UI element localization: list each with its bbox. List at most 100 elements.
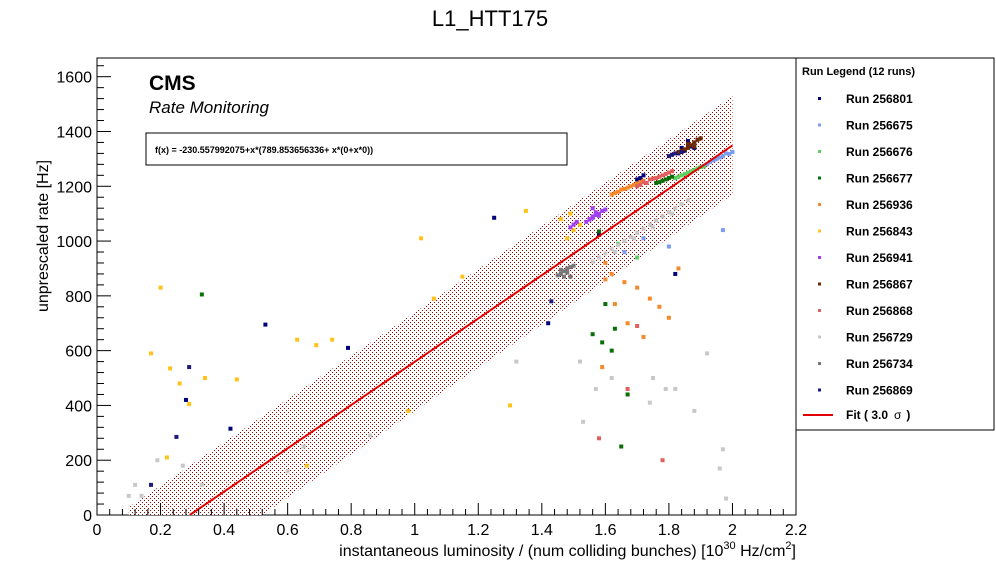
data-point	[597, 211, 602, 216]
data-point	[126, 493, 131, 498]
data-point	[565, 270, 570, 275]
x-axis-label-main: instantaneous luminosity / (num collidin…	[339, 543, 723, 560]
data-point	[679, 173, 684, 178]
legend-fit-sigma: σ	[894, 408, 902, 422]
data-point	[701, 164, 706, 169]
data-point	[635, 181, 640, 186]
data-point	[641, 173, 646, 178]
data-point	[584, 219, 589, 224]
data-point	[574, 219, 579, 224]
data-point	[717, 155, 722, 160]
data-point	[558, 217, 563, 222]
data-point	[431, 296, 436, 301]
data-point	[635, 255, 640, 260]
data-point	[523, 208, 528, 213]
data-point	[558, 271, 563, 276]
series-3-points	[199, 174, 675, 449]
legend-item: Run 256675	[818, 119, 913, 133]
data-point	[590, 215, 595, 220]
data-point	[514, 359, 519, 364]
legend-item: Run 256677	[818, 172, 913, 186]
legend-swatch	[818, 176, 821, 180]
x-axis-label-unit-exp: 2	[785, 540, 791, 552]
data-point	[666, 244, 671, 249]
data-point	[609, 271, 614, 276]
data-point	[663, 386, 668, 391]
data-point	[657, 304, 662, 309]
data-point	[565, 236, 570, 241]
data-point	[460, 274, 465, 279]
data-point	[692, 144, 697, 149]
data-point	[568, 265, 573, 270]
data-point	[149, 351, 154, 356]
data-point	[689, 169, 694, 174]
legend-item: Run 256868	[818, 304, 913, 318]
data-point	[234, 377, 239, 382]
data-point	[187, 365, 192, 370]
data-point	[180, 463, 185, 468]
legend-swatch	[818, 150, 821, 153]
legend-item: Run 256729	[818, 331, 913, 345]
data-point	[603, 302, 608, 307]
data-point	[635, 323, 640, 328]
legend-swatch	[818, 388, 821, 392]
data-point	[593, 210, 598, 215]
data-point	[635, 285, 640, 290]
data-point	[568, 225, 573, 230]
data-point	[666, 176, 671, 181]
data-point	[581, 419, 586, 424]
data-point	[695, 137, 700, 142]
data-point	[660, 458, 665, 463]
data-point	[622, 280, 627, 285]
data-point	[673, 206, 678, 211]
data-point	[635, 230, 640, 235]
data-point	[670, 174, 675, 179]
legend-label: Run 256676	[846, 145, 913, 159]
x-tick-label: 0.2	[149, 522, 171, 539]
data-point	[673, 176, 678, 181]
data-point	[314, 343, 319, 348]
data-point	[295, 337, 300, 342]
data-point	[666, 210, 671, 215]
legend-item: Run 256867	[818, 278, 913, 292]
data-point	[660, 178, 665, 183]
data-point	[685, 170, 690, 175]
fit-formula-box	[145, 132, 568, 166]
data-point	[651, 225, 656, 230]
legend-item: Run 256936	[818, 198, 913, 212]
data-point	[651, 376, 656, 381]
data-point	[641, 236, 646, 241]
data-point	[628, 234, 633, 239]
data-point	[546, 321, 551, 326]
data-point	[631, 182, 636, 187]
series-1-points	[622, 150, 735, 255]
chart-title: L1_HTT175	[432, 6, 548, 31]
y-tick-label: 200	[65, 453, 92, 470]
x-tick-label: 0	[93, 522, 102, 539]
data-points	[126, 136, 735, 501]
legend-label: Run 256867	[846, 278, 913, 292]
data-point	[609, 247, 614, 252]
data-point	[673, 386, 678, 391]
y-tick-label: 400	[65, 398, 92, 415]
series-5-points	[149, 208, 582, 468]
data-point	[597, 232, 602, 237]
legend-item: Run 256676	[818, 145, 913, 159]
x-tick-label: 1.6	[594, 522, 616, 539]
data-point	[597, 255, 602, 260]
data-point	[676, 174, 681, 179]
data-point	[685, 145, 690, 150]
legend-swatch	[818, 256, 821, 259]
data-point	[597, 436, 602, 441]
data-point	[625, 321, 630, 326]
data-point	[666, 170, 671, 175]
data-point	[708, 160, 713, 165]
x-tick-label: 0.4	[213, 522, 235, 539]
y-axis: 0 200 400 600 800 1000 1200 1400 1600	[56, 65, 111, 525]
data-point	[164, 455, 169, 460]
data-point	[555, 273, 560, 278]
data-point	[641, 226, 646, 231]
data-point	[647, 177, 652, 182]
legend-fit-text: Fit ( 3.0	[846, 408, 888, 422]
